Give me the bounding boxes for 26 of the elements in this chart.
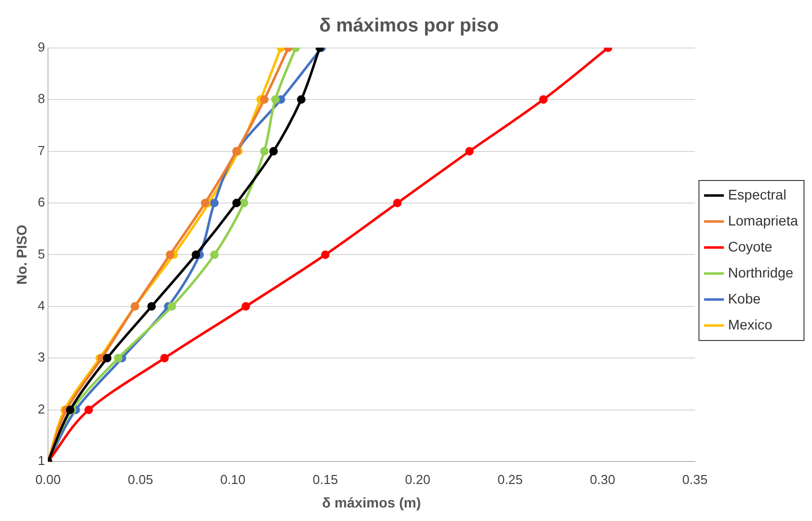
legend-label: Kobe <box>728 290 761 306</box>
x-axis-title: δ máximos (m) <box>322 494 421 510</box>
y-axis-title: No. PISO <box>13 224 30 285</box>
y-tick-label: 3 <box>38 350 46 365</box>
x-tick-label: 0.15 <box>312 472 338 487</box>
x-tick-label: 0.00 <box>35 472 61 487</box>
legend-label: Mexico <box>728 316 773 332</box>
y-tick-label: 4 <box>38 298 46 314</box>
legend-label: Northridge <box>728 264 794 280</box>
y-tick-label: 5 <box>38 246 46 262</box>
x-tick-label: 0.10 <box>220 472 246 487</box>
y-tick-label: 2 <box>38 401 46 416</box>
legend-label: Lomaprieta <box>728 212 798 228</box>
x-tick-label: 0.05 <box>128 472 154 487</box>
x-tick-label: 0.25 <box>497 472 523 487</box>
y-tick-label: 8 <box>38 91 46 106</box>
x-tick-label: 0.30 <box>590 472 616 487</box>
x-tick-label: 0.35 <box>682 472 708 487</box>
x-tick-label: 0.20 <box>405 472 430 487</box>
y-tick-label: 7 <box>38 142 46 158</box>
y-tick-label: 9 <box>38 39 46 54</box>
legend-label: Coyote <box>728 238 773 254</box>
y-tick-label: 1 <box>38 453 46 468</box>
y-tick-label: 6 <box>38 194 46 210</box>
chart-title: δ máximos por piso <box>319 16 499 37</box>
legend-label: Espectral <box>728 186 786 202</box>
